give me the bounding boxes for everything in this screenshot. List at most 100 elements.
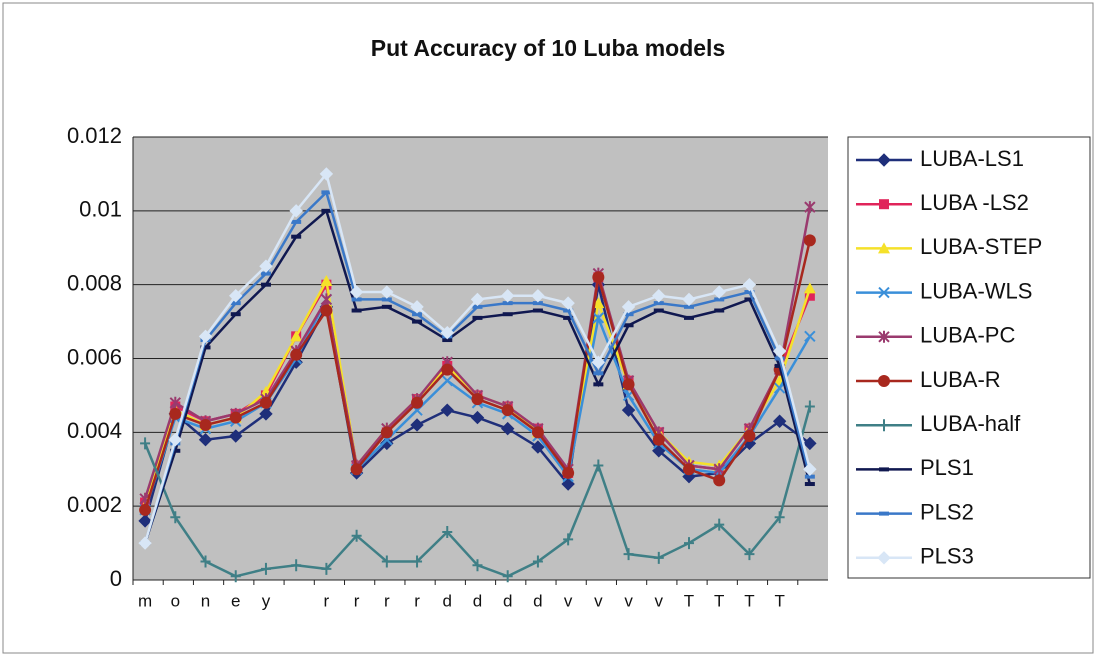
y-tick-label: 0.004 [67,418,122,443]
marker [712,285,726,299]
marker [683,463,695,476]
marker [230,570,241,583]
marker [652,433,665,446]
marker [563,533,574,546]
marker [878,330,890,343]
marker [472,559,483,572]
marker [502,312,513,317]
marker [879,467,889,472]
marker [532,555,543,568]
x-tick-label: r [324,591,330,610]
marker [291,219,302,224]
marker [472,315,483,320]
marker [742,277,757,292]
marker [411,396,424,409]
x-tick-label: y [262,591,271,610]
marker [229,289,243,303]
marker [684,304,694,309]
marker [260,271,271,276]
marker [440,325,454,340]
marker [877,551,891,565]
marker [563,308,574,313]
marker [500,289,515,303]
marker [653,551,664,564]
legend-label: PLS1 [920,455,974,480]
marker [410,418,424,432]
marker [259,407,273,421]
marker [878,375,890,387]
marker [684,537,694,550]
marker [260,282,271,287]
y-tick-label: 0.01 [79,197,122,222]
y-tick-label: 0.012 [67,123,122,148]
marker [138,536,152,550]
marker [502,570,513,583]
marker [713,463,725,476]
marker [230,312,241,317]
y-tick-label: 0.002 [67,492,122,517]
marker [744,548,755,561]
x-tick-label: m [138,591,152,610]
x-tick-label: r [354,591,360,610]
marker [773,382,786,394]
marker [440,403,454,417]
legend-label: LUBA-half [920,411,1021,436]
marker [803,234,816,247]
marker [168,433,183,447]
marker [621,300,636,314]
marker [592,271,605,284]
legend-box [847,136,1091,579]
y-tick-label: 0 [110,566,122,591]
marker [289,204,303,218]
marker [320,274,333,286]
x-tick-label: T [744,591,754,610]
x-tick-label: v [624,591,633,610]
marker [878,286,890,299]
legend-label: LUBA-LS1 [920,146,1024,171]
marker [229,411,242,424]
x-tick-label: o [171,591,180,610]
marker [593,371,604,376]
marker [472,304,483,309]
marker [381,304,392,309]
marker [169,396,182,409]
marker [442,526,453,539]
marker [804,201,816,214]
marker [714,297,725,302]
marker [714,518,725,531]
marker [290,330,303,342]
marker [140,437,151,450]
x-tick-label: r [384,591,390,610]
marker [804,482,815,487]
marker [260,562,271,575]
marker [412,312,423,317]
marker [623,312,634,317]
marker [321,190,332,195]
marker [532,301,543,306]
marker [441,363,454,376]
marker [531,426,544,439]
marker [774,356,785,361]
legend-label: PLS3 [920,544,974,569]
legend-label: PLS2 [920,499,974,524]
marker [380,285,394,299]
marker [470,410,485,425]
marker [351,297,362,302]
marker [623,323,634,328]
marker [259,259,273,273]
marker [290,348,303,361]
marker [259,396,272,409]
marker [441,374,453,387]
marker [592,297,605,309]
y-tick-label: 0.006 [67,344,122,369]
marker [714,308,725,313]
marker [563,315,574,320]
marker [804,474,815,479]
marker [349,285,364,299]
marker [291,234,302,239]
marker [682,292,696,307]
marker [531,440,545,454]
marker [380,436,394,451]
marker [412,555,423,568]
